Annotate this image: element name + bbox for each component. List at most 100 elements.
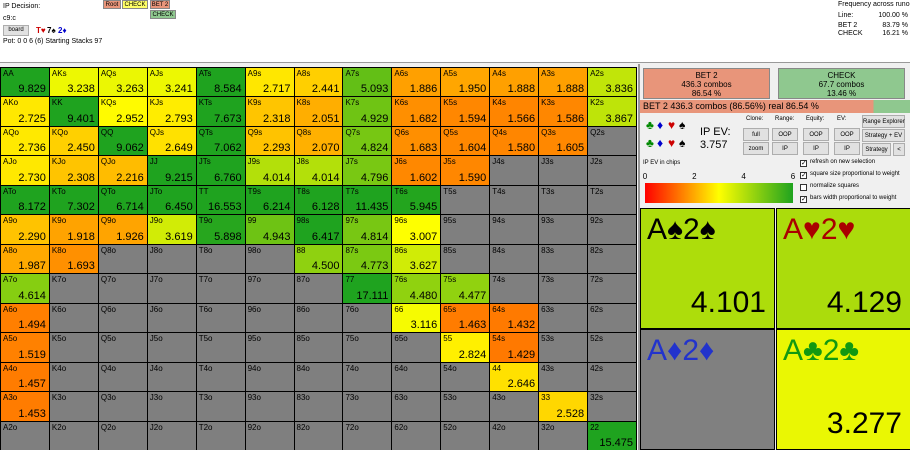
hand-cell[interactable]: Q7s 4.824 bbox=[342, 125, 393, 157]
hand-cell[interactable]: 72o bbox=[342, 420, 393, 450]
hand-cell[interactable]: T3o bbox=[195, 391, 246, 422]
hand-cell[interactable]: K6o bbox=[48, 302, 99, 334]
strategy-box[interactable]: BET 2 436.3 combos 86.54 % bbox=[643, 68, 770, 99]
hand-cell[interactable]: T9o 5.898 bbox=[195, 214, 246, 245]
hand-cell[interactable]: 76o bbox=[342, 302, 393, 334]
hand-cell[interactable]: QJo 2.216 bbox=[97, 155, 148, 186]
hand-cell[interactable]: J6o bbox=[146, 302, 197, 334]
suit-icon[interactable]: ♦ bbox=[657, 136, 664, 150]
hand-cell[interactable]: T7s 11.435 bbox=[342, 184, 393, 216]
hand-cell[interactable]: J2s bbox=[587, 155, 637, 186]
hand-cell[interactable]: 66 3.116 bbox=[391, 302, 442, 334]
hand-cell[interactable]: Q5o bbox=[97, 332, 148, 363]
hand-cell[interactable]: A6o 1.494 bbox=[0, 302, 50, 334]
hand-cell[interactable]: 93s bbox=[538, 214, 589, 245]
hand-cell[interactable]: J3o bbox=[146, 391, 197, 422]
hand-cell[interactable]: K4o bbox=[48, 361, 99, 393]
hand-cell[interactable]: Q2s bbox=[587, 125, 637, 157]
hand-cell[interactable]: T4s bbox=[489, 184, 540, 216]
hand-cell[interactable]: K6s 1.682 bbox=[391, 96, 442, 127]
checkbox[interactable] bbox=[800, 184, 807, 191]
hand-cell[interactable]: 33 2.528 bbox=[538, 391, 589, 422]
hand-cell[interactable]: QTs 7.062 bbox=[195, 125, 246, 157]
hand-cell[interactable]: AQs 3.263 bbox=[97, 67, 148, 98]
hand-cell[interactable]: Q8o bbox=[97, 243, 148, 275]
suit-combo[interactable]: A♠2♠ 4.101 bbox=[640, 208, 775, 329]
hand-cell[interactable]: 87o bbox=[293, 273, 344, 304]
hand-cell[interactable]: A2s 3.836 bbox=[587, 67, 637, 98]
control-button[interactable]: OOP bbox=[772, 128, 798, 141]
hand-cell[interactable]: Q6o bbox=[97, 302, 148, 334]
hand-cell[interactable]: 92o bbox=[244, 420, 295, 450]
hand-cell[interactable]: 97s 4.814 bbox=[342, 214, 393, 245]
suit-combo[interactable]: A♥2♥ 4.129 bbox=[776, 208, 910, 329]
hand-cell[interactable]: ATs 8.584 bbox=[195, 67, 246, 98]
hand-cell[interactable]: 82s bbox=[587, 243, 637, 275]
hand-cell[interactable]: JJ 9.215 bbox=[146, 155, 197, 186]
hand-cell[interactable]: K2o bbox=[48, 420, 99, 450]
hand-cell[interactable]: AQo 2.736 bbox=[0, 125, 50, 157]
hand-cell[interactable]: T5s bbox=[440, 184, 491, 216]
hand-cell[interactable]: QQ 9.062 bbox=[97, 125, 148, 157]
hand-cell[interactable]: A4s 1.888 bbox=[489, 67, 540, 98]
hand-cell[interactable]: T8o bbox=[195, 243, 246, 275]
hand-cell[interactable]: J9s 4.014 bbox=[244, 155, 295, 186]
suit-icon[interactable]: ♥ bbox=[668, 118, 676, 132]
hand-cell[interactable]: K3s 1.586 bbox=[538, 96, 589, 127]
hand-cell[interactable]: 53s bbox=[538, 332, 589, 363]
hand-cell[interactable]: J4s bbox=[489, 155, 540, 186]
hand-cell[interactable]: 98s 6.417 bbox=[293, 214, 344, 245]
hand-cell[interactable]: J7s 4.796 bbox=[342, 155, 393, 186]
control-button[interactable]: IP bbox=[772, 142, 798, 155]
hand-cell[interactable]: 87s 4.773 bbox=[342, 243, 393, 275]
hand-cell[interactable]: K8s 2.051 bbox=[293, 96, 344, 127]
hand-cell[interactable]: T8s 6.128 bbox=[293, 184, 344, 216]
suit-combo[interactable]: A♣2♣ 3.277 bbox=[776, 329, 910, 450]
hand-cell[interactable]: 99 4.943 bbox=[244, 214, 295, 245]
hand-cell[interactable]: A3o 1.453 bbox=[0, 391, 50, 422]
hand-cell[interactable]: Q2o bbox=[97, 420, 148, 450]
hand-cell[interactable]: 32s bbox=[587, 391, 637, 422]
hand-cell[interactable]: 85s bbox=[440, 243, 491, 275]
hand-cell[interactable]: 95s bbox=[440, 214, 491, 245]
hand-cell[interactable]: 65s 1.463 bbox=[440, 302, 491, 334]
side-button[interactable]: Range Explorer bbox=[862, 115, 905, 128]
hand-cell[interactable]: A7o 4.614 bbox=[0, 273, 50, 304]
hand-cell[interactable]: 92s bbox=[587, 214, 637, 245]
hand-cell[interactable]: KJs 2.793 bbox=[146, 96, 197, 127]
checkbox[interactable]: ✓ bbox=[800, 196, 807, 203]
hand-cell[interactable]: KJo 2.308 bbox=[48, 155, 99, 186]
tree-node[interactable]: CHECK bbox=[122, 0, 148, 9]
hand-cell[interactable]: A5o 1.519 bbox=[0, 332, 50, 363]
hand-cell[interactable]: JTo 6.450 bbox=[146, 184, 197, 216]
hand-cell[interactable]: T3s bbox=[538, 184, 589, 216]
suit-icon[interactable]: ♣ bbox=[646, 136, 654, 150]
control-button[interactable]: IP bbox=[834, 142, 860, 155]
hand-cell[interactable]: KQo 2.450 bbox=[48, 125, 99, 157]
hand-cell[interactable]: 86o bbox=[293, 302, 344, 334]
hand-cell[interactable]: KK 9.401 bbox=[48, 96, 99, 127]
control-button[interactable]: zoom bbox=[743, 142, 769, 155]
hand-cell[interactable]: 62s bbox=[587, 302, 637, 334]
hand-cell[interactable]: 62o bbox=[391, 420, 442, 450]
hand-cell[interactable]: 43s bbox=[538, 361, 589, 393]
hand-cell[interactable]: 94s bbox=[489, 214, 540, 245]
side-button[interactable]: < bbox=[893, 143, 905, 156]
hand-cell[interactable]: A8o 1.987 bbox=[0, 243, 50, 275]
hand-cell[interactable]: J8s 4.014 bbox=[293, 155, 344, 186]
hand-cell[interactable]: T5o bbox=[195, 332, 246, 363]
hand-cell[interactable]: T9s 6.214 bbox=[244, 184, 295, 216]
hand-cell[interactable]: Q4s 1.580 bbox=[489, 125, 540, 157]
hand-cell[interactable]: 63o bbox=[391, 391, 442, 422]
hand-cell[interactable]: Q9s 2.293 bbox=[244, 125, 295, 157]
hand-cell[interactable]: KTo 7.302 bbox=[48, 184, 99, 216]
hand-cell[interactable]: AA 9.829 bbox=[0, 67, 50, 98]
board-button[interactable]: board bbox=[3, 25, 29, 36]
hand-cell[interactable]: 75o bbox=[342, 332, 393, 363]
hand-cell[interactable]: J9o 3.619 bbox=[146, 214, 197, 245]
hand-cell[interactable]: 95o bbox=[244, 332, 295, 363]
hand-cell[interactable]: K4s 1.566 bbox=[489, 96, 540, 127]
hand-cell[interactable]: K5o bbox=[48, 332, 99, 363]
hand-cell[interactable]: J8o bbox=[146, 243, 197, 275]
suit-icon[interactable]: ♥ bbox=[668, 136, 676, 150]
